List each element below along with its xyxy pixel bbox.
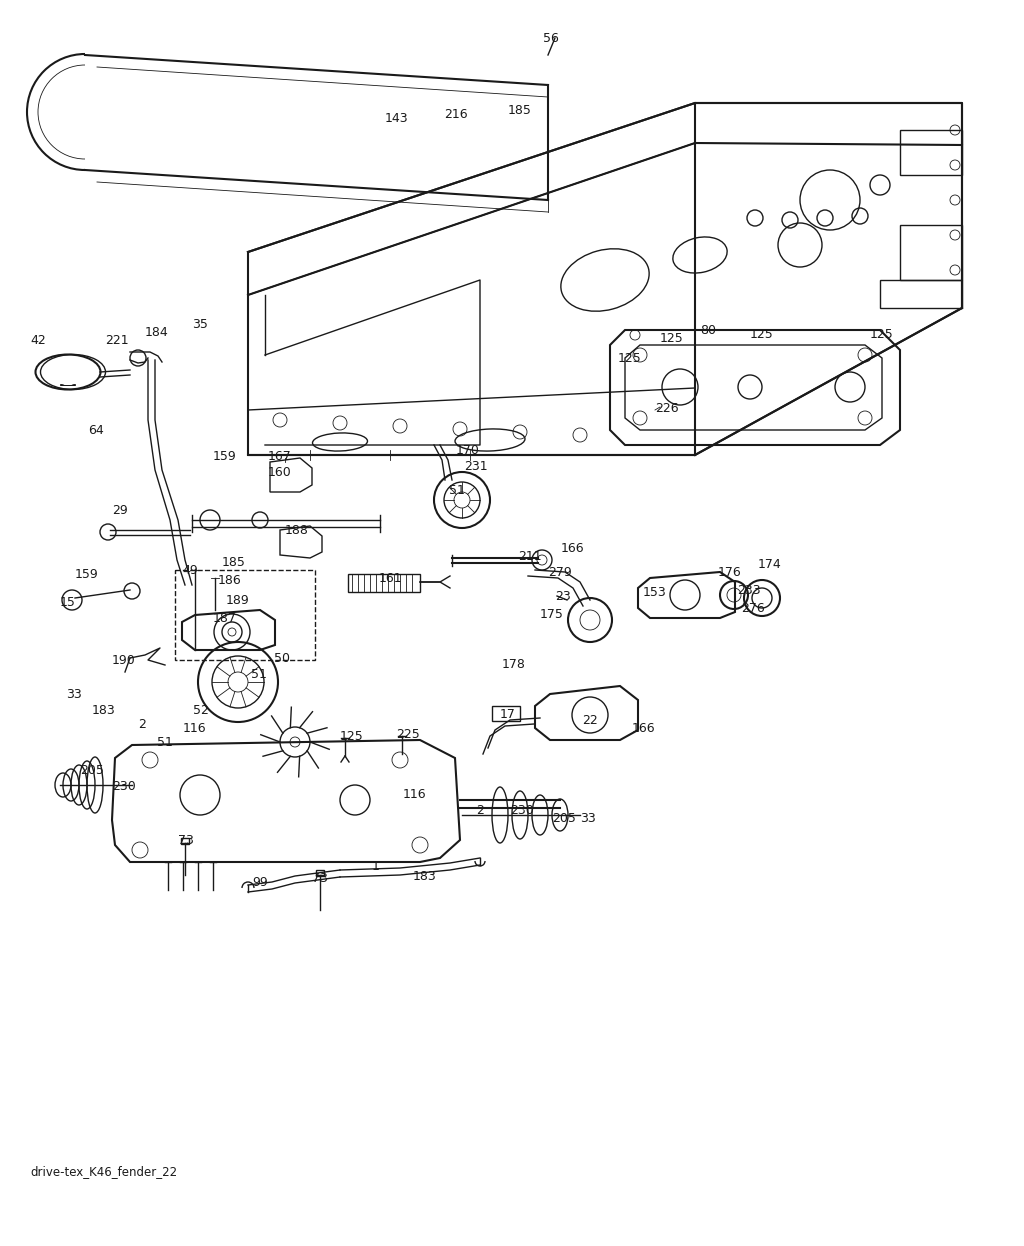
- Text: 185: 185: [222, 557, 246, 569]
- Text: 186: 186: [218, 574, 242, 588]
- Text: 23: 23: [555, 589, 570, 603]
- Text: 216: 216: [444, 107, 468, 121]
- Text: 73: 73: [178, 834, 194, 846]
- Text: 49: 49: [182, 563, 198, 577]
- Text: 159: 159: [75, 568, 98, 582]
- Text: 33: 33: [580, 811, 596, 825]
- Text: 159: 159: [213, 450, 237, 462]
- Text: 1: 1: [372, 860, 380, 872]
- Text: 225: 225: [396, 728, 420, 740]
- Text: 226: 226: [655, 401, 679, 415]
- Text: 166: 166: [632, 721, 655, 734]
- Text: 51: 51: [251, 669, 267, 682]
- Text: 279: 279: [548, 566, 571, 578]
- Text: 183: 183: [92, 704, 116, 716]
- Text: 17: 17: [500, 708, 516, 720]
- Text: 189: 189: [226, 593, 250, 607]
- Text: 29: 29: [112, 503, 128, 517]
- Text: 187: 187: [213, 612, 237, 624]
- Text: 116: 116: [183, 721, 207, 734]
- Text: 276: 276: [741, 602, 765, 614]
- Text: 211: 211: [518, 549, 542, 562]
- Text: 15: 15: [60, 597, 76, 609]
- Text: 153: 153: [643, 586, 667, 598]
- Text: 205: 205: [552, 811, 575, 825]
- Text: 184: 184: [145, 326, 169, 339]
- Text: 170: 170: [456, 444, 480, 456]
- Text: 233: 233: [737, 583, 761, 597]
- Text: 167: 167: [268, 450, 292, 462]
- Text: 125: 125: [750, 328, 774, 340]
- Text: 99: 99: [252, 876, 267, 888]
- Text: 73: 73: [312, 871, 328, 885]
- Text: 116: 116: [403, 787, 427, 800]
- Text: 56: 56: [543, 31, 559, 45]
- Bar: [492, 706, 520, 721]
- Text: 178: 178: [502, 658, 526, 670]
- Text: 22: 22: [582, 714, 598, 726]
- Text: 175: 175: [540, 608, 564, 621]
- Text: 51: 51: [157, 736, 173, 750]
- Text: 80: 80: [700, 324, 716, 336]
- Text: 230: 230: [510, 804, 534, 816]
- Bar: [175, 569, 315, 660]
- Text: 221: 221: [105, 334, 129, 346]
- Text: 183: 183: [413, 870, 437, 882]
- Text: 161: 161: [379, 572, 402, 584]
- Text: 190: 190: [112, 653, 136, 667]
- Text: 205: 205: [80, 764, 103, 776]
- Text: 125: 125: [660, 331, 684, 344]
- Bar: [880, 280, 962, 308]
- Text: 2: 2: [476, 804, 484, 816]
- Text: 125: 125: [618, 351, 642, 365]
- Bar: [181, 839, 189, 844]
- Text: 185: 185: [508, 103, 531, 116]
- Text: 188: 188: [285, 523, 309, 537]
- Text: 35: 35: [193, 319, 208, 331]
- Text: 230: 230: [112, 780, 136, 792]
- Text: 160: 160: [268, 466, 292, 478]
- Text: 51: 51: [449, 483, 465, 496]
- Text: 52: 52: [193, 704, 209, 716]
- Bar: [316, 870, 324, 876]
- Text: 64: 64: [88, 424, 103, 436]
- Text: 143: 143: [385, 111, 409, 125]
- Text: 174: 174: [758, 558, 781, 572]
- Text: 50: 50: [274, 652, 290, 664]
- Text: 33: 33: [66, 688, 82, 700]
- Text: drive-tex_K46_fender_22: drive-tex_K46_fender_22: [30, 1165, 177, 1179]
- Text: 166: 166: [561, 542, 585, 556]
- Bar: [348, 574, 420, 592]
- Text: 2: 2: [138, 718, 145, 730]
- Text: 125: 125: [340, 729, 364, 743]
- Text: 125: 125: [870, 328, 894, 340]
- Text: 231: 231: [464, 461, 487, 473]
- Text: 176: 176: [718, 566, 741, 578]
- Text: 42: 42: [30, 334, 46, 346]
